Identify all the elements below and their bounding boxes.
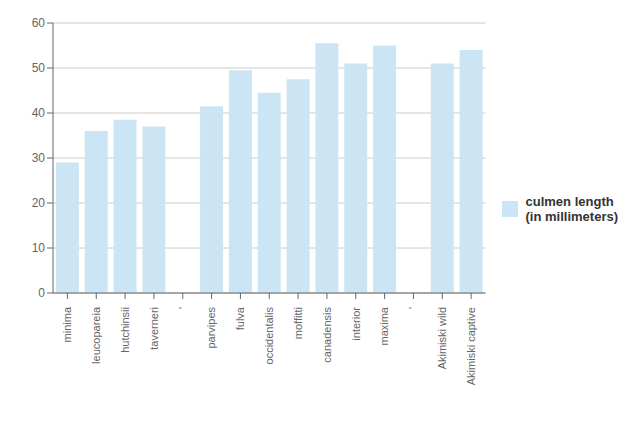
svg-text:minima: minima [61, 306, 73, 342]
svg-text:hutchinsii: hutchinsii [119, 307, 131, 353]
svg-text:10: 10 [32, 241, 46, 255]
svg-text:interior: interior [350, 307, 362, 341]
svg-text:parvipes: parvipes [205, 307, 217, 349]
svg-text:fulva: fulva [234, 306, 246, 330]
svg-text:50: 50 [32, 61, 46, 75]
svg-text:Akimiski captive: Akimiski captive [465, 307, 477, 385]
svg-text:taverneri: taverneri [148, 307, 160, 350]
svg-text:leucopareia: leucopareia [90, 306, 102, 364]
svg-text:0: 0 [38, 286, 45, 300]
svg-text:30: 30 [32, 151, 46, 165]
svg-text:Akimiski wild: Akimiski wild [436, 307, 448, 369]
html-text:culmen length: culmen length [525, 193, 614, 209]
svg-text:60: 60 [32, 16, 46, 30]
svg-text:moffitti: moffitti [292, 307, 304, 339]
svg-text:occidentalis: occidentalis [263, 307, 275, 365]
svg-text:40: 40 [32, 106, 46, 120]
svg-text:canadensis: canadensis [321, 307, 333, 363]
svg-text:': ' [177, 307, 189, 309]
svg-text:': ' [407, 307, 419, 309]
svg-text:maxima: maxima [378, 306, 390, 345]
svg-text:20: 20 [32, 196, 46, 210]
html-text:(in millimeters): (in millimeters) [525, 208, 618, 224]
